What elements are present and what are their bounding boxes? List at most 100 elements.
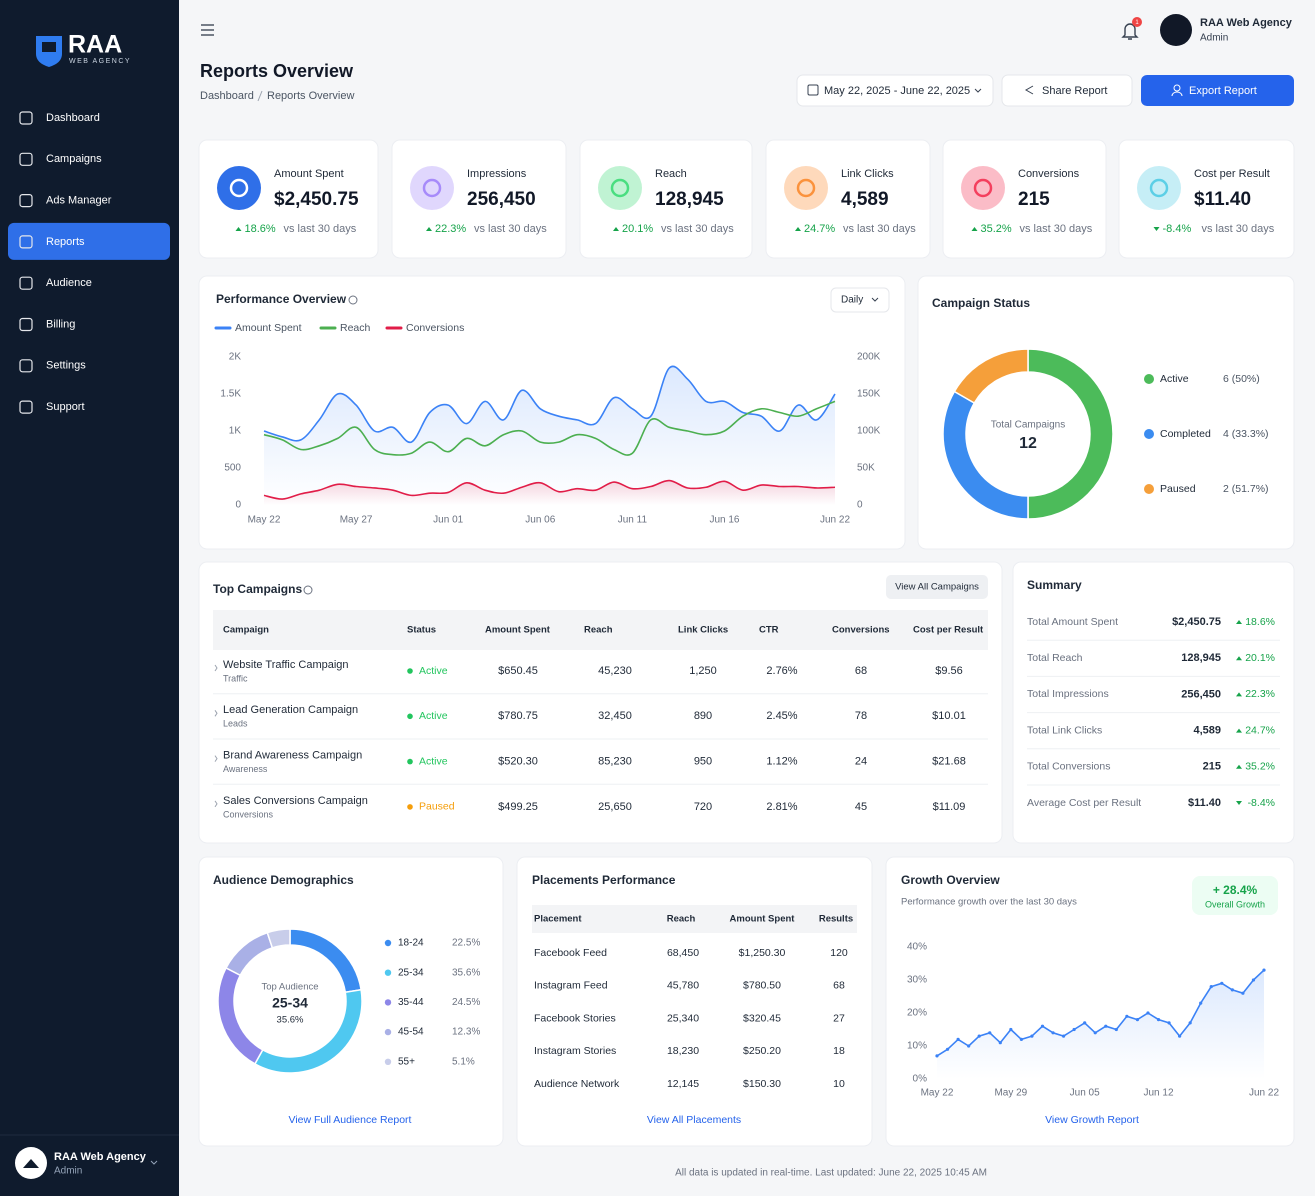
x-tick-label: May 22 (921, 1088, 954, 1099)
nav-item[interactable]: Ads Manager (46, 195, 112, 207)
y-tick-label: 500 (224, 463, 241, 474)
point (1030, 1034, 1034, 1038)
point (1230, 988, 1234, 992)
kpi-value: 128,945 (655, 189, 724, 210)
campaign-name: Website Traffic Campaign (223, 659, 349, 671)
table-cell: $9.56 (935, 665, 963, 677)
y2-tick-label: 150K (857, 389, 881, 400)
kpi-change: 18.6% (245, 223, 276, 235)
nav-item[interactable]: Dashboard (46, 112, 100, 124)
link[interactable]: View Full Audience Report (289, 1114, 412, 1126)
view-all-button[interactable] (886, 575, 988, 599)
summary-label: Total Impressions (1027, 688, 1109, 700)
table-cell: $499.25 (498, 801, 538, 813)
period-select[interactable] (830, 287, 890, 313)
card (516, 856, 873, 1147)
nav-item[interactable]: Billing (46, 318, 75, 330)
export-button[interactable]: Export Report (1141, 75, 1294, 106)
point (1167, 1021, 1171, 1025)
table-cell: 32,450 (598, 710, 632, 722)
summary-label: Total Reach (1027, 652, 1083, 664)
nav-item[interactable]: Audience (46, 277, 92, 289)
table-cell: $1,250.30 (739, 947, 786, 959)
table-cell: $150.30 (743, 1078, 781, 1090)
point (1188, 1021, 1192, 1025)
nav-item[interactable]: Support (46, 401, 85, 413)
date-picker[interactable]: May 22, 2025 - June 22, 2025 (796, 74, 994, 107)
table-cell: $780.50 (743, 980, 781, 992)
summary-change: 18.6% (1245, 616, 1275, 628)
share-button[interactable]: Share Report (1001, 74, 1133, 107)
period-label: Daily (841, 295, 863, 306)
x-tick-label: Jun 06 (525, 515, 555, 526)
table-header (213, 610, 988, 650)
menu-button[interactable] (201, 24, 214, 36)
legend-value: 2 (51.7%) (1223, 483, 1269, 495)
kpi-compare: vs last 30 days (474, 223, 547, 235)
view-all-label[interactable]: View All Campaigns (895, 582, 979, 593)
table-cell: 45,780 (667, 980, 699, 992)
status-dot (407, 758, 413, 765)
point (945, 1047, 950, 1051)
area-fill (264, 366, 835, 505)
point (1209, 985, 1213, 989)
donut-center-value: 25-34 (272, 995, 308, 1011)
legend-label: Conversions (406, 322, 464, 334)
kpi-icon (410, 166, 454, 210)
user-avatar[interactable] (1160, 14, 1192, 46)
link[interactable]: View Growth Report (1045, 1114, 1139, 1126)
donut-center-label: Total Campaigns (991, 420, 1065, 431)
share-icon (1024, 85, 1034, 95)
kpi-change: 22.3% (435, 223, 466, 235)
point (1156, 1018, 1161, 1022)
arrow-up (795, 227, 801, 231)
table-cell: $650.45 (498, 665, 538, 677)
chevron[interactable] (150, 1160, 158, 1165)
chevron (871, 297, 879, 302)
series-line (263, 479, 836, 500)
campaign-type: Conversions (223, 809, 274, 819)
nav-item[interactable]: Reports (46, 236, 85, 248)
point (998, 1041, 1002, 1045)
legend-dot (384, 939, 392, 947)
kpi-icon-glyph (796, 178, 816, 198)
bell[interactable] (1121, 23, 1139, 40)
table-cell: 25,650 (598, 801, 632, 813)
point (1051, 1031, 1055, 1035)
kpi-value: $11.40 (1194, 189, 1251, 210)
share-button-bg[interactable] (1001, 74, 1133, 107)
status: Active (419, 710, 448, 722)
card (1118, 139, 1295, 259)
kpi-change: 35.2% (981, 223, 1012, 235)
table-cell: 25,340 (667, 1012, 699, 1024)
y-tick-label: 20% (907, 1008, 927, 1019)
kpi-label: Amount Spent (274, 168, 344, 180)
growth-badge (1192, 876, 1278, 915)
date-button[interactable] (796, 74, 994, 107)
y-tick-label: 2K (229, 352, 242, 363)
link[interactable]: View All Placements (647, 1114, 741, 1126)
card-title: Audience Demographics (213, 873, 354, 887)
column-header: Reach (667, 914, 696, 925)
nav-item[interactable]: Campaigns (46, 153, 102, 165)
kpi-icon-glyph (610, 178, 630, 198)
export-icon (1173, 84, 1181, 92)
donut-center-value: 12 (1019, 435, 1037, 452)
summary-change: 24.7% (1245, 724, 1275, 736)
summary-label: Average Cost per Result (1027, 797, 1141, 809)
table-cell: $21.68 (932, 756, 966, 768)
series-line (263, 400, 836, 456)
table-cell: Instagram Feed (534, 980, 608, 992)
export-button-bg[interactable] (1141, 75, 1294, 106)
y-tick-label: 10% (907, 1041, 927, 1052)
kpi-icon (598, 166, 642, 210)
table-cell: 10 (833, 1078, 845, 1090)
card (1012, 561, 1295, 844)
table-header (532, 905, 857, 933)
breadcrumb-link[interactable]: Dashboard (200, 90, 254, 102)
nav-item[interactable]: Settings (46, 360, 86, 372)
column-header: Reach (584, 625, 613, 636)
legend-dot (1144, 374, 1154, 384)
status: Paused (419, 801, 455, 813)
